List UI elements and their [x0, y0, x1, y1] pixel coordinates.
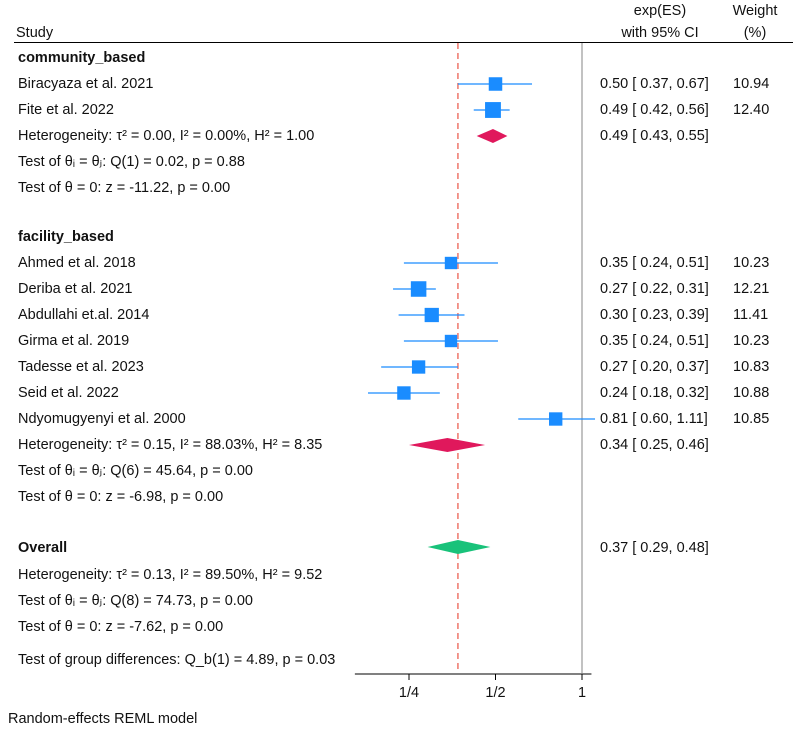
study-marker	[444, 256, 458, 270]
study-marker	[410, 281, 427, 297]
study-es: 0.24 [ 0.18, 0.32]	[600, 385, 709, 401]
study-es: 0.50 [ 0.37, 0.67]	[600, 76, 709, 92]
study-weight: 12.40	[733, 102, 770, 118]
overall-title: Overall	[18, 540, 68, 556]
overall-test-z: Test of θ = 0: z = -7.62, p = 0.00	[18, 619, 224, 635]
study-weight: 10.94	[733, 76, 770, 92]
subgroup-test-z: Test of θ = 0: z = -6.98, p = 0.00	[18, 489, 224, 505]
study-weight: 10.85	[733, 411, 770, 427]
study-label: Biracyaza et al. 2021	[18, 76, 154, 92]
study-marker	[444, 334, 458, 348]
study-label: Girma et al. 2019	[18, 333, 130, 349]
study-label: Fite et al. 2022	[18, 102, 114, 118]
study-label: Deriba et al. 2021	[18, 281, 133, 297]
header-weight-line1: Weight	[732, 3, 778, 19]
study-marker	[485, 102, 501, 118]
overall-heterogeneity: Heterogeneity: τ² = 0.13, I² = 89.50%, H…	[18, 567, 323, 583]
group-title-facility: facility_based	[18, 229, 114, 245]
study-label: Abdullahi et.al. 2014	[18, 307, 150, 323]
x-tick-label: 1/2	[485, 685, 505, 701]
study-es: 0.49 [ 0.42, 0.56]	[600, 102, 709, 118]
study-marker	[397, 386, 411, 400]
study-weight: 12.21	[733, 281, 770, 297]
header-es-line1: exp(ES)	[633, 3, 687, 19]
study-es: 0.35 [ 0.24, 0.51]	[600, 333, 709, 349]
study-marker	[424, 307, 439, 323]
study-marker	[488, 77, 503, 91]
study-es: 0.27 [ 0.20, 0.37]	[600, 359, 709, 375]
overall-es: 0.37 [ 0.29, 0.48]	[600, 540, 709, 556]
subgroup-test-q: Test of θᵢ = θⱼ: Q(6) = 45.64, p = 0.00	[18, 463, 253, 479]
study-label: Seid et al. 2022	[18, 385, 119, 401]
subgroup-diamond	[409, 438, 486, 452]
study-weight: 10.23	[733, 333, 770, 349]
study-marker	[411, 360, 426, 374]
study-marker	[549, 412, 563, 426]
subgroup-diamond	[476, 129, 508, 143]
header-rule	[14, 42, 793, 43]
group-title-community: community_based	[18, 50, 146, 66]
study-es: 0.81 [ 0.60, 1.11]	[600, 411, 708, 427]
header-weight-line2: (%)	[743, 25, 767, 41]
study-weight: 10.83	[733, 359, 770, 375]
overall-diamond	[427, 540, 491, 554]
study-label: Ahmed et al. 2018	[18, 255, 136, 271]
study-es: 0.27 [ 0.22, 0.31]	[600, 281, 709, 297]
subgroup-test-z: Test of θ = 0: z = -11.22, p = 0.00	[18, 180, 231, 196]
header-study: Study	[16, 25, 54, 41]
study-label: Tadesse et al. 2023	[18, 359, 144, 375]
study-weight: 11.41	[733, 307, 769, 323]
group-difference-test: Test of group differences: Q_b(1) = 4.89…	[18, 652, 336, 668]
study-weight: 10.88	[733, 385, 770, 401]
subgroup-pooled-es: 0.34 [ 0.25, 0.46]	[600, 437, 709, 453]
header-es-line2: with 95% CI	[621, 25, 699, 41]
subgroup-pooled-es: 0.49 [ 0.43, 0.55]	[600, 128, 709, 144]
subgroup-test-q: Test of θᵢ = θⱼ: Q(1) = 0.02, p = 0.88	[18, 154, 245, 170]
study-es: 0.30 [ 0.23, 0.39]	[600, 307, 709, 323]
study-weight: 10.23	[733, 255, 770, 271]
subgroup-heterogeneity: Heterogeneity: τ² = 0.15, I² = 88.03%, H…	[18, 437, 323, 453]
footnote: Random-effects REML model	[8, 711, 198, 727]
x-tick-label: 1	[578, 685, 586, 701]
study-label: Ndyomugyenyi et al. 2000	[18, 411, 186, 427]
x-tick-label: 1/4	[399, 685, 419, 701]
subgroup-heterogeneity: Heterogeneity: τ² = 0.00, I² = 0.00%, H²…	[18, 128, 315, 144]
study-es: 0.35 [ 0.24, 0.51]	[600, 255, 709, 271]
overall-test-q: Test of θᵢ = θⱼ: Q(8) = 74.73, p = 0.00	[18, 593, 253, 609]
